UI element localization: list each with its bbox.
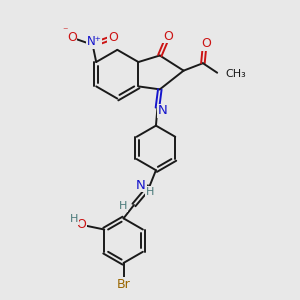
Text: O: O [76,218,86,231]
Text: ⁻: ⁻ [62,26,68,36]
Text: O: O [67,31,77,44]
Text: O: O [201,38,211,50]
Text: H: H [146,187,154,197]
Text: Br: Br [117,278,130,291]
Text: O: O [163,30,173,43]
Text: O: O [108,31,118,44]
Text: N⁺: N⁺ [87,35,102,48]
Text: N: N [158,104,168,117]
Text: N: N [136,178,146,192]
Text: H: H [70,214,79,224]
Text: CH₃: CH₃ [226,69,246,79]
Text: H: H [119,202,128,212]
